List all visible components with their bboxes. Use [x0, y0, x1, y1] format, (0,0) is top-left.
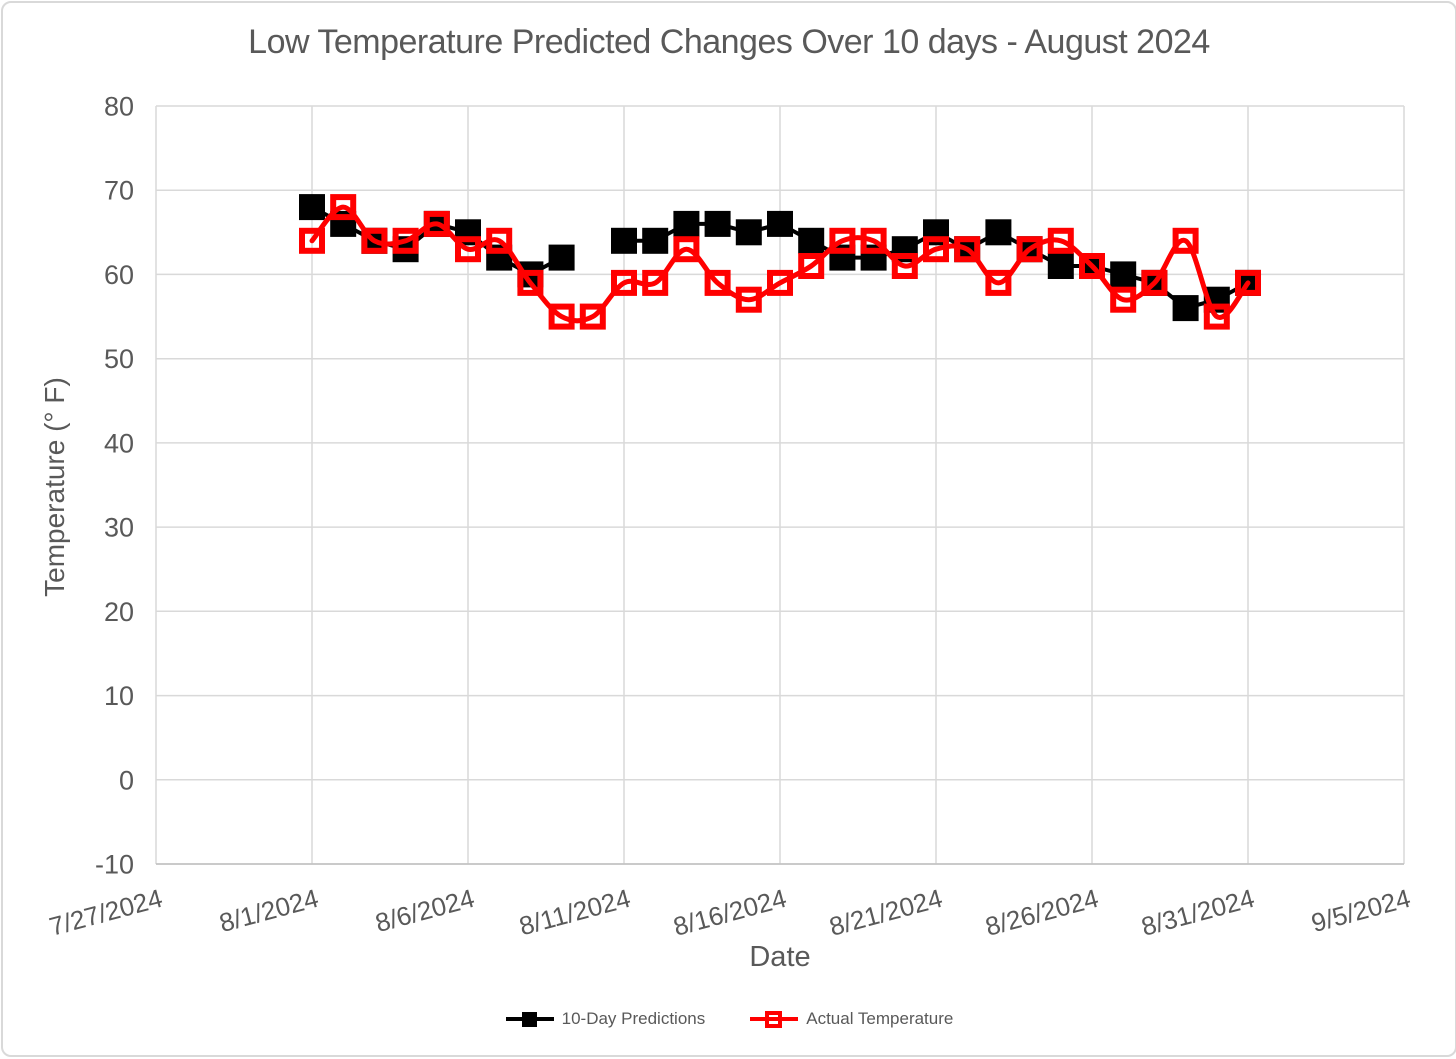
data-point-marker [1141, 269, 1168, 296]
data-point-marker [486, 227, 513, 254]
data-point-marker [1172, 227, 1199, 254]
svg-text:40: 40 [104, 428, 134, 458]
data-point-marker [299, 227, 325, 254]
data-point-marker [860, 227, 887, 254]
x-axis-title: Date [749, 941, 811, 973]
data-point-marker [1047, 253, 1074, 279]
data-point-marker [704, 210, 731, 237]
legend-label-actual: Actual Temperature [806, 1009, 954, 1028]
svg-text:50: 50 [104, 344, 134, 374]
data-point-marker [1235, 269, 1261, 296]
data-point-marker [985, 269, 1012, 296]
data-point-marker [517, 269, 544, 296]
data-point-marker [579, 303, 606, 330]
data-point-marker [673, 210, 700, 237]
data-point-marker [673, 236, 700, 263]
svg-text:8/21/2024: 8/21/2024 [826, 883, 945, 942]
data-point-marker [1079, 253, 1105, 279]
data-point-marker [611, 269, 637, 296]
svg-text:8/6/2024: 8/6/2024 [372, 883, 478, 938]
svg-text:8/16/2024: 8/16/2024 [670, 883, 789, 942]
svg-text:-10: -10 [95, 850, 134, 880]
data-point-marker [735, 286, 762, 313]
data-point-marker [829, 227, 856, 254]
actual-marker-icon [750, 1011, 799, 1028]
data-point-marker [767, 269, 793, 296]
x-axis-tick-labels: 7/27/2024 8/1/2024 8/6/2024 8/11/2024 8/16/2… [46, 883, 1413, 942]
data-point-marker [423, 210, 450, 237]
legend: 10-Day Predictions Actual Temperature [3, 1009, 1455, 1029]
svg-text:70: 70 [104, 176, 134, 206]
data-point-marker [767, 210, 793, 237]
data-point-marker [361, 227, 388, 254]
y-axis-tick-labels: 80 70 60 50 40 30 20 10 0 -10 [95, 92, 134, 880]
data-point-marker [985, 219, 1012, 246]
legend-item-predictions: 10-Day Predictions [505, 1009, 706, 1029]
svg-text:8/11/2024: 8/11/2024 [516, 883, 634, 941]
data-point-marker [455, 236, 481, 263]
data-point-marker [923, 236, 949, 263]
svg-text:8/1/2024: 8/1/2024 [216, 883, 322, 938]
data-point-marker [798, 253, 825, 279]
data-point-marker [642, 269, 669, 296]
data-point-marker [642, 227, 669, 254]
chart-title: Low Temperature Predicted Changes Over 1… [248, 23, 1210, 61]
svg-text:8/31/2024: 8/31/2024 [1138, 883, 1257, 942]
svg-text:8/26/2024: 8/26/2024 [982, 883, 1101, 942]
svg-text:20: 20 [104, 597, 134, 627]
predictions-marker-icon [505, 1012, 554, 1027]
data-point-marker [1110, 261, 1137, 288]
data-point-marker [1203, 303, 1230, 330]
data-point-marker [954, 236, 981, 263]
data-point-marker [1172, 295, 1199, 322]
data-point-marker [1110, 286, 1137, 313]
y-axis-title: Temperature (° F) [39, 377, 70, 597]
data-point-marker [735, 219, 762, 246]
data-point-marker [548, 244, 575, 271]
svg-text:30: 30 [104, 513, 134, 543]
svg-text:0: 0 [119, 765, 134, 795]
data-point-marker [798, 227, 825, 254]
svg-text:10: 10 [104, 681, 134, 711]
data-point-marker [330, 194, 357, 221]
series-line [309, 204, 1251, 324]
legend-item-actual: Actual Temperature [749, 1009, 953, 1029]
plot-area: 80 70 60 50 40 30 20 10 0 -107/27/2024 8/1/2024 8/6… [46, 92, 1413, 942]
svg-text:60: 60 [104, 260, 134, 290]
data-point-marker [1047, 227, 1074, 254]
data-point-marker [548, 303, 575, 330]
data-point-marker [1016, 236, 1043, 263]
svg-text:80: 80 [104, 92, 134, 122]
data-point-marker [704, 269, 731, 296]
series-actual-temperature [299, 194, 1261, 330]
svg-text:9/5/2024: 9/5/2024 [1308, 883, 1414, 938]
data-point-marker [299, 194, 325, 221]
data-point-marker [891, 253, 918, 279]
svg-text:7/27/2024: 7/27/2024 [46, 883, 165, 942]
data-point-marker [611, 227, 637, 254]
data-point-marker [392, 227, 419, 254]
legend-label-predictions: 10-Day Predictions [561, 1009, 706, 1028]
